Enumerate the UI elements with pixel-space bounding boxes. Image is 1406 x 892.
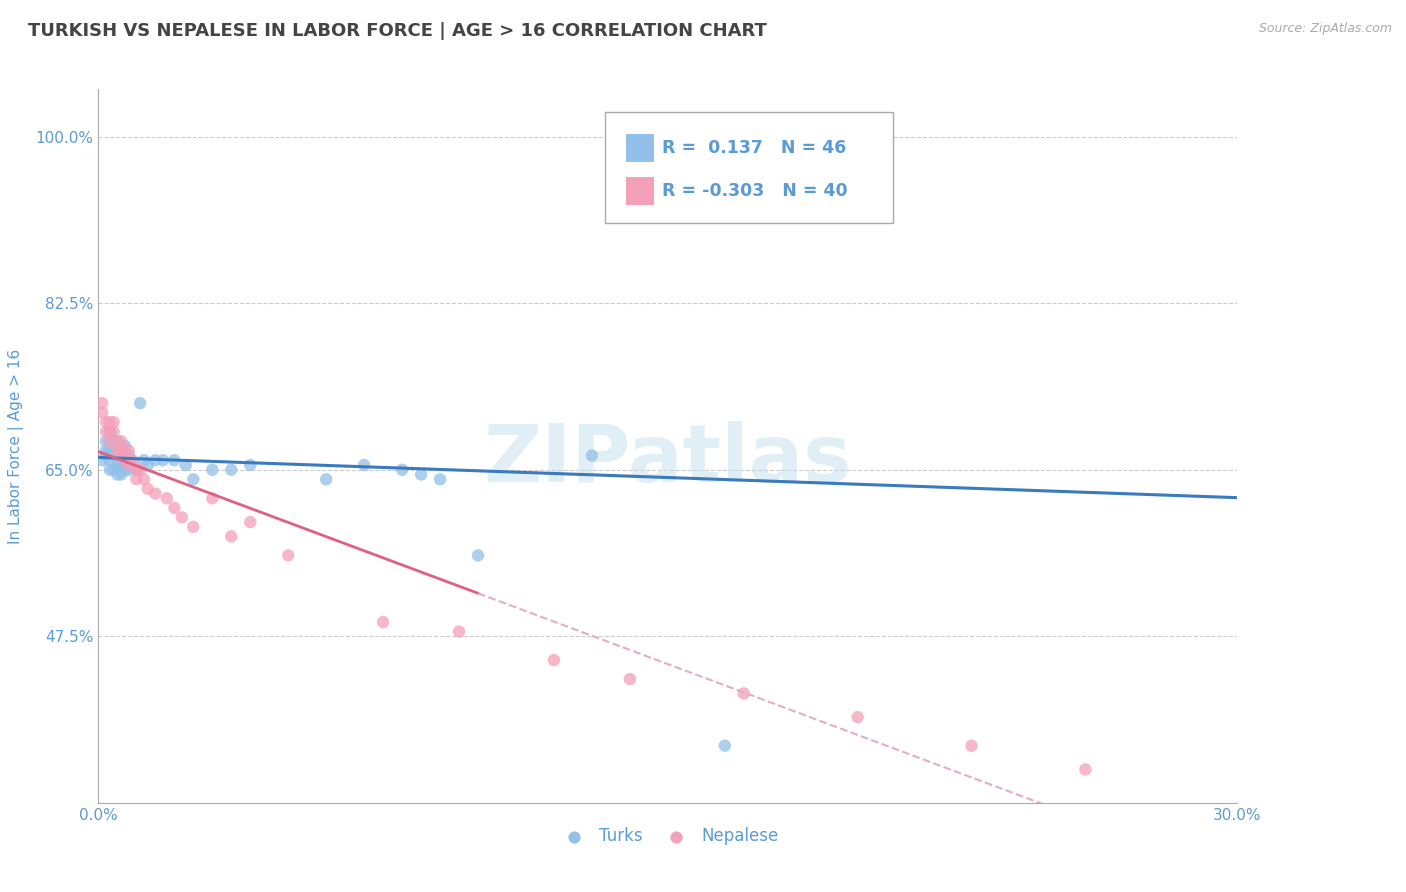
Point [411,467,433,482]
Point [110,443,132,458]
Point [129,396,152,410]
Point [103,425,125,439]
Point [156,491,179,506]
Point [114,453,136,467]
Point [118,463,141,477]
Point [581,449,603,463]
Point [114,463,136,477]
Point [94,425,117,439]
Point [1074,763,1097,777]
Point [107,467,129,482]
Point [110,467,132,482]
Text: TURKISH VS NEPALESE IN LABOR FORCE | AGE > 16 CORRELATION CHART: TURKISH VS NEPALESE IN LABOR FORCE | AGE… [28,22,768,40]
Point [429,472,451,486]
Point [103,449,125,463]
Point [201,491,224,506]
Point [221,463,243,477]
Point [94,443,117,458]
Point [114,445,136,459]
Point [183,520,205,534]
Point [145,486,167,500]
Point [107,434,129,449]
Point [183,472,205,486]
Point [733,686,755,700]
Point [107,458,129,472]
Point [174,458,197,472]
Point [315,472,337,486]
Point [132,472,155,486]
Text: Source: ZipAtlas.com: Source: ZipAtlas.com [1258,22,1392,36]
Point [110,439,132,453]
Legend: Turks, Nepalese: Turks, Nepalese [551,821,785,852]
Point [107,449,129,463]
Point [391,463,413,477]
Point [103,434,125,449]
Point [98,434,121,449]
Point [94,449,117,463]
Point [98,463,121,477]
Y-axis label: In Labor Force | Age > 16: In Labor Force | Age > 16 [8,349,24,543]
Point [136,482,159,496]
Point [94,434,117,449]
Point [114,443,136,458]
Point [91,406,114,420]
Point [145,453,167,467]
Point [239,515,262,529]
Point [201,463,224,477]
Point [114,439,136,453]
Point [118,443,141,458]
Point [960,739,983,753]
Point [129,463,152,477]
Point [132,453,155,467]
Point [121,453,143,467]
Point [125,463,148,477]
Text: ZIPatlas: ZIPatlas [484,421,852,500]
Point [170,510,193,524]
Point [94,415,117,429]
Point [371,615,394,629]
Point [103,463,125,477]
Point [118,449,141,463]
Point [449,624,471,639]
Point [846,710,869,724]
Point [714,739,737,753]
Point [110,434,132,449]
Point [98,425,121,439]
Point [221,529,243,543]
Point [114,453,136,467]
Point [152,453,174,467]
Point [98,443,121,458]
Point [543,653,565,667]
Point [91,396,114,410]
Point [91,453,114,467]
Point [163,500,186,515]
Point [98,425,121,439]
Point [107,434,129,449]
Point [353,458,375,472]
Point [103,415,125,429]
Point [121,455,143,469]
Point [125,472,148,486]
Text: R =  0.137   N = 46: R = 0.137 N = 46 [662,139,846,157]
Point [98,415,121,429]
Point [619,672,641,686]
Point [125,463,148,477]
Point [118,458,141,472]
Text: R = -0.303   N = 40: R = -0.303 N = 40 [662,182,848,200]
Point [98,453,121,467]
Point [136,458,159,472]
Point [163,453,186,467]
Point [467,549,489,563]
Point [107,443,129,458]
Point [239,458,262,472]
Point [676,129,699,144]
Point [110,458,132,472]
Point [277,549,299,563]
